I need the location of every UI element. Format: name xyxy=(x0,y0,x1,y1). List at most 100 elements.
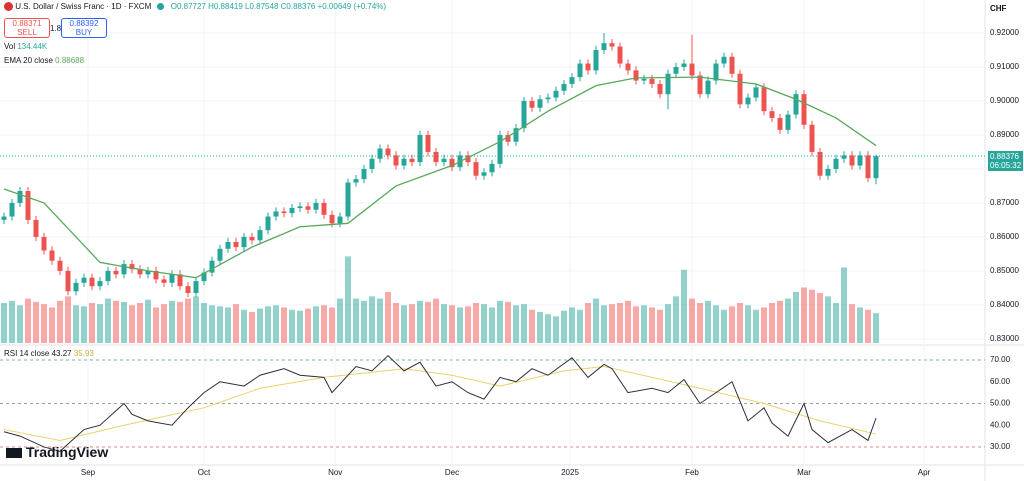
candle-body xyxy=(777,117,783,130)
rsi-legend: RSI 14 close 43.27 35.93 xyxy=(4,349,94,358)
y-tick-label: 0.90000 xyxy=(990,96,1019,105)
candle-body xyxy=(177,274,183,287)
x-tick-label: Oct xyxy=(198,468,211,477)
volume-bar xyxy=(393,303,399,343)
volume-bar xyxy=(313,306,319,343)
vol-value: 134.44K xyxy=(17,42,48,51)
volume-bar xyxy=(457,307,463,343)
vol-label: Vol xyxy=(4,42,16,51)
candle-body xyxy=(537,99,543,108)
volume-bar xyxy=(529,309,535,343)
volume-bar xyxy=(377,298,383,343)
volume-bar xyxy=(745,305,751,343)
volume-bar xyxy=(81,306,87,343)
candle-body xyxy=(9,202,15,217)
brand-logo xyxy=(6,448,22,459)
volume-bar xyxy=(665,304,671,343)
candle-body xyxy=(649,78,655,84)
candle-body xyxy=(225,242,231,249)
candle-body xyxy=(1,216,7,220)
volume-bar xyxy=(865,309,871,343)
volume-bar xyxy=(353,298,359,343)
candle-body xyxy=(809,124,815,152)
last-price-label: 0.88376 06:05:32 xyxy=(988,151,1024,171)
candle-body xyxy=(297,206,303,209)
candle-body xyxy=(697,75,703,95)
volume-bar xyxy=(697,303,703,343)
volume-bar xyxy=(601,305,607,343)
volume-bar xyxy=(385,291,391,343)
candle-body xyxy=(329,214,335,224)
candle-body xyxy=(433,151,439,163)
candle-body xyxy=(785,114,791,130)
candle-body xyxy=(353,179,359,183)
volume-bar xyxy=(777,300,783,343)
volume-bar xyxy=(337,298,343,343)
volume-bar xyxy=(873,313,879,343)
sell-button[interactable]: 0.88371 SELL xyxy=(4,18,50,38)
candle-body xyxy=(169,274,175,283)
candle-body xyxy=(737,73,743,105)
candle-body xyxy=(241,236,247,248)
volume-bar xyxy=(833,303,839,343)
candle-body xyxy=(505,134,511,142)
brand: TradingView xyxy=(6,444,108,460)
volume-bar xyxy=(449,305,455,343)
volume-bar xyxy=(305,308,311,343)
volume-bar xyxy=(1,303,7,343)
candle-body xyxy=(689,63,695,76)
volume-bar xyxy=(65,296,71,343)
volume-bar xyxy=(657,309,663,343)
volume-bar xyxy=(721,309,727,343)
candle-body xyxy=(641,78,647,81)
candle-body xyxy=(369,158,375,169)
volume-bar xyxy=(265,306,271,343)
candle-body xyxy=(201,272,207,282)
candle-body xyxy=(417,134,423,163)
candle-body xyxy=(665,73,671,95)
x-tick-label: Apr xyxy=(918,468,931,477)
volume-bar xyxy=(801,287,807,343)
volume-legend: Vol 134.44K xyxy=(4,42,47,51)
volume-bar xyxy=(257,308,263,343)
volume-bar xyxy=(233,304,239,343)
volume-bar xyxy=(241,309,247,343)
volume-bar xyxy=(185,298,191,343)
volume-bar xyxy=(593,298,599,343)
candle-body xyxy=(361,168,367,180)
rsi-ma-line xyxy=(3,366,877,441)
volume-bar xyxy=(553,316,559,343)
buy-button[interactable]: 0.88392 BUY xyxy=(61,18,107,38)
y-tick-label: 0.87000 xyxy=(990,198,1019,207)
candle-body xyxy=(865,155,871,179)
volume-bar xyxy=(505,301,511,343)
volume-bar xyxy=(41,304,47,343)
volume-bar xyxy=(513,305,519,343)
sell-price: 0.88371 xyxy=(12,19,42,28)
symbol[interactable]: U.S. Dollar / Swiss Franc · 1D · FXCM xyxy=(15,2,152,11)
candle-body xyxy=(473,162,479,176)
volume-bar xyxy=(17,305,23,343)
spread: 1.8 xyxy=(50,24,62,33)
candle-body xyxy=(113,270,119,275)
candle-body xyxy=(89,277,95,287)
candle-body xyxy=(745,97,751,105)
candle-body xyxy=(617,46,623,64)
candle-body xyxy=(393,155,399,166)
x-tick-label: Nov xyxy=(328,468,342,477)
y-tick-label: 0.89000 xyxy=(990,130,1019,139)
candle-body xyxy=(609,43,615,47)
candle-body xyxy=(25,191,31,220)
candle-body xyxy=(401,158,407,166)
volume-bar xyxy=(433,298,439,343)
volume-bar xyxy=(569,307,575,343)
volume-bar xyxy=(617,303,623,343)
ema-value: 0.88688 xyxy=(55,56,85,65)
candle-body xyxy=(105,270,111,282)
candle-body xyxy=(569,77,575,84)
volume-bar xyxy=(137,303,143,343)
candle-body xyxy=(545,97,551,100)
volume-bar xyxy=(673,296,679,343)
